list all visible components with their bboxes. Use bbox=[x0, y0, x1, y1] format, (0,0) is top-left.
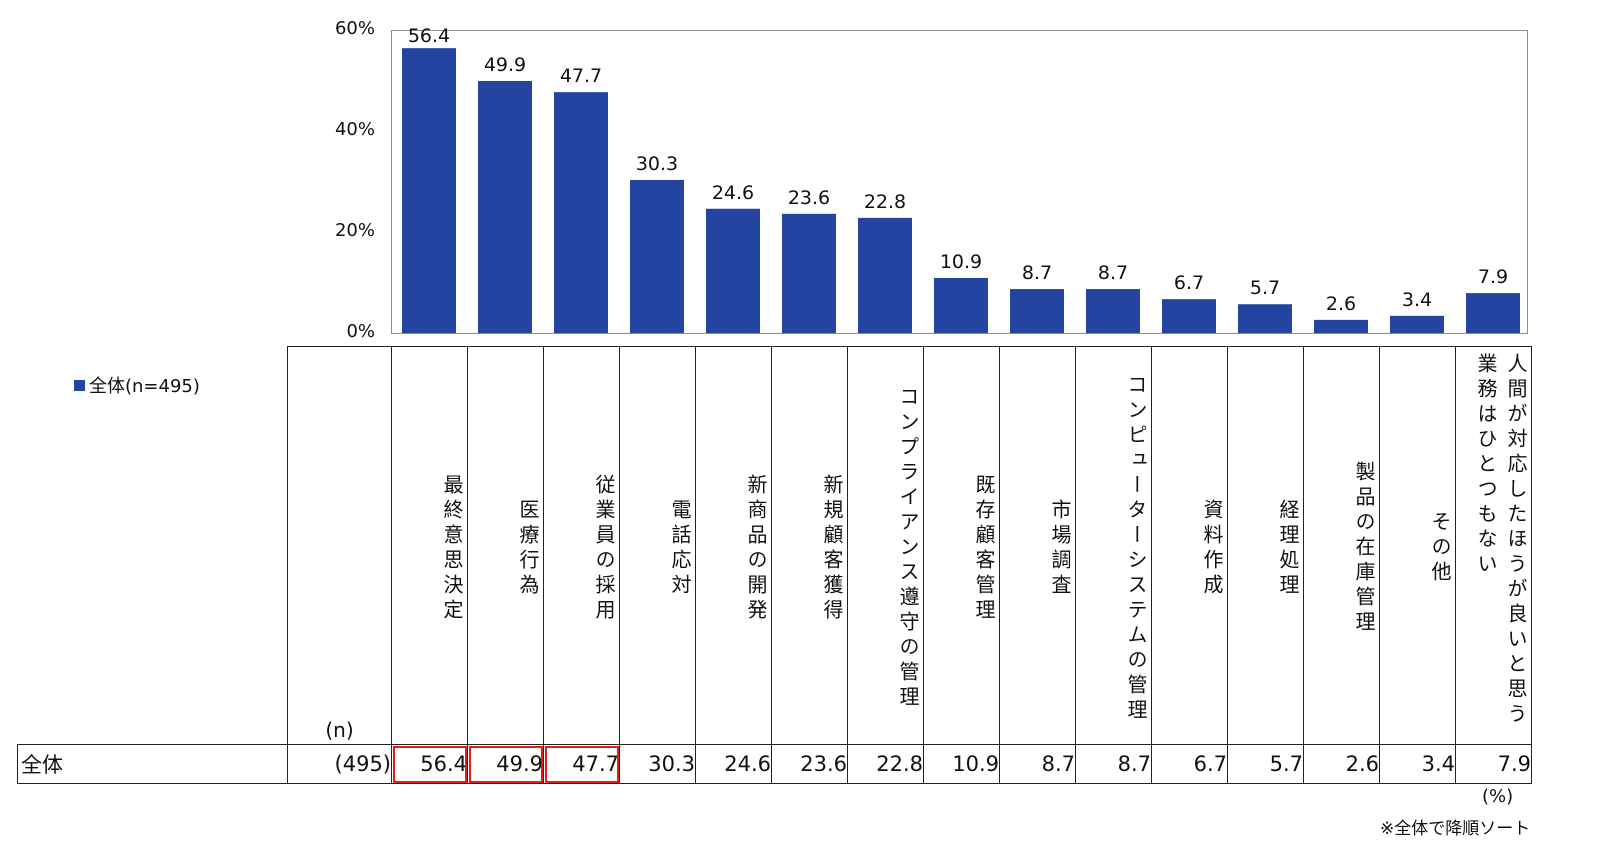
table-cell: 23.6 bbox=[771, 744, 848, 784]
table-cell: 8.7 bbox=[1075, 744, 1152, 784]
category-cell: 経理処理 bbox=[1227, 346, 1304, 745]
table-cell: 47.7 bbox=[543, 744, 620, 784]
category-label: 製品の在庫管理 bbox=[1352, 461, 1376, 636]
category-label: 資料作成 bbox=[1200, 498, 1224, 599]
table-cell: 5.7 bbox=[1227, 744, 1304, 784]
category-label: コンピューターシステムの管理 bbox=[1124, 373, 1148, 724]
category-cell: 医療行為 bbox=[467, 346, 544, 745]
category-cell: 電話応対 bbox=[619, 346, 696, 745]
category-cell: コンプライアンス遵守の管理 bbox=[847, 346, 924, 745]
bar-value-label: 22.8 bbox=[863, 190, 907, 213]
bar-1 bbox=[478, 81, 532, 333]
category-cell: 製品の在庫管理 bbox=[1303, 346, 1380, 745]
sort-note: ※全体で降順ソート bbox=[1380, 819, 1531, 839]
table-corner-blank bbox=[17, 346, 288, 745]
table-cell: 7.9 bbox=[1455, 744, 1532, 784]
bar-0 bbox=[402, 48, 456, 334]
bar-value-label: 7.9 bbox=[1477, 266, 1509, 289]
bar-8 bbox=[1010, 289, 1064, 333]
bar-6 bbox=[858, 217, 912, 333]
category-label: 新規顧客獲得 bbox=[820, 473, 844, 624]
category-cell: 資料作成 bbox=[1151, 346, 1228, 745]
table-cell: 24.6 bbox=[695, 744, 772, 784]
table-cell: 3.4 bbox=[1379, 744, 1456, 784]
bar-value-label: 5.7 bbox=[1249, 277, 1281, 300]
bar-value-label: 8.7 bbox=[1021, 262, 1053, 285]
category-label: 医療行為 bbox=[516, 498, 540, 599]
y-tick-label: 20% bbox=[334, 220, 375, 241]
category-header-row: (n) 最終意思決定 医療行為 従業員の採用 電話応対 新商品の開発 新規顧客獲得 コンプラ… bbox=[17, 346, 1532, 745]
table-cell: 6.7 bbox=[1151, 744, 1228, 784]
bar-10 bbox=[1162, 299, 1216, 333]
y-tick-label: 40% bbox=[334, 119, 375, 140]
n-header: (n) bbox=[325, 718, 354, 742]
category-cell: 既存顧客管理 bbox=[923, 346, 1000, 745]
table-cell: 2.6 bbox=[1303, 744, 1380, 784]
table-cell: 56.4 bbox=[391, 744, 468, 784]
bar-value-label: 49.9 bbox=[483, 54, 527, 76]
bar-chart bbox=[402, 48, 1520, 334]
category-label: 人間が対応したほうが良いと思う業務はひとつもない bbox=[1474, 353, 1528, 728]
bar-value-label: 10.9 bbox=[939, 250, 983, 273]
category-cell: 人間が対応したほうが良いと思う業務はひとつもない bbox=[1455, 346, 1532, 745]
category-cell: 市場調査 bbox=[999, 346, 1076, 745]
category-label: 最終意思決定 bbox=[440, 473, 464, 624]
bar-value-label: 47.7 bbox=[559, 65, 603, 88]
category-label: 既存顧客管理 bbox=[972, 473, 996, 624]
bar-value-label: 6.7 bbox=[1173, 272, 1205, 295]
table-cell: 30.3 bbox=[619, 744, 696, 784]
plot-area-frame bbox=[391, 30, 1528, 334]
table-cell: 22.8 bbox=[847, 744, 924, 784]
bar-13 bbox=[1390, 315, 1444, 333]
bar-14 bbox=[1466, 293, 1520, 333]
bar-12 bbox=[1314, 319, 1368, 333]
row-label: 全体 bbox=[17, 744, 288, 784]
bar-4 bbox=[706, 208, 760, 333]
bar-9 bbox=[1086, 289, 1140, 333]
bar-value-label: 56.4 bbox=[407, 25, 451, 47]
unit-note: (%) bbox=[1482, 786, 1514, 807]
y-tick-label: 0% bbox=[346, 321, 375, 342]
bar-value-label: 30.3 bbox=[635, 152, 679, 175]
n-header-cell: (n) bbox=[287, 346, 392, 745]
bar-value-label: 24.6 bbox=[711, 181, 755, 204]
category-label: 新商品の開発 bbox=[744, 473, 768, 624]
category-cell: 新規顧客獲得 bbox=[771, 346, 848, 745]
y-tick-label: 60% bbox=[334, 18, 375, 39]
category-cell: 新商品の開発 bbox=[695, 346, 772, 745]
category-cell: その他 bbox=[1379, 346, 1456, 745]
category-cell: コンピューターシステムの管理 bbox=[1075, 346, 1152, 745]
category-label: コンプライアンス遵守の管理 bbox=[896, 386, 920, 711]
bar-3 bbox=[630, 179, 684, 333]
category-label: 市場調査 bbox=[1048, 498, 1072, 599]
bar-value-label: 8.7 bbox=[1097, 262, 1129, 285]
row-n: (495) bbox=[287, 744, 392, 784]
data-table: (n) 最終意思決定 医療行為 従業員の採用 電話応対 新商品の開発 新規顧客獲得 コンプラ… bbox=[17, 346, 1532, 784]
category-label: 従業員の採用 bbox=[592, 473, 616, 624]
category-cell: 最終意思決定 bbox=[391, 346, 468, 745]
bar-value-label: 2.6 bbox=[1325, 292, 1357, 315]
bar-7 bbox=[934, 277, 988, 333]
bar-11 bbox=[1238, 304, 1292, 333]
category-label: 経理処理 bbox=[1276, 498, 1300, 599]
bar-value-label: 3.4 bbox=[1401, 288, 1433, 311]
bar-5 bbox=[782, 213, 836, 333]
table-cell: 49.9 bbox=[467, 744, 544, 784]
table-row: 全体 (495) 56.4 49.9 47.7 30.3 24.6 23.6 22.8 10.… bbox=[17, 744, 1532, 784]
bar-value-label: 23.6 bbox=[787, 186, 831, 209]
category-cell: 従業員の採用 bbox=[543, 346, 620, 745]
bar-2 bbox=[554, 92, 608, 334]
table-cell: 8.7 bbox=[999, 744, 1076, 784]
table-cell: 10.9 bbox=[923, 744, 1000, 784]
category-label: その他 bbox=[1428, 511, 1452, 586]
category-label: 電話応対 bbox=[668, 498, 692, 599]
